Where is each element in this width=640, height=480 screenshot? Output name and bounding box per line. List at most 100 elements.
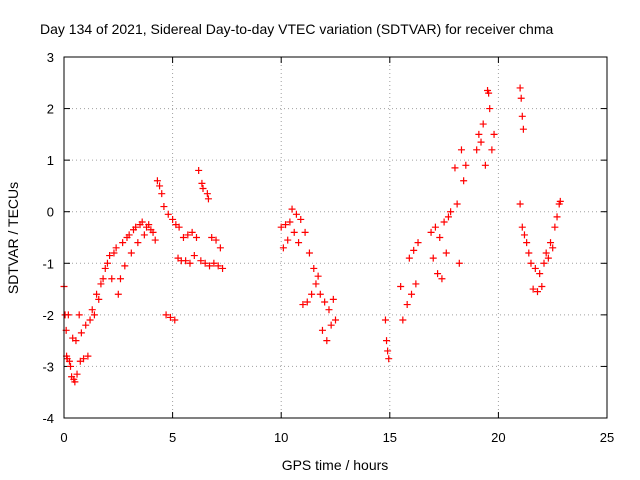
data-point (427, 228, 435, 236)
data-point (292, 210, 300, 218)
chart-title: Day 134 of 2021, Sidereal Day-to-day VTE… (40, 21, 553, 37)
data-point (80, 355, 88, 363)
data-point (212, 236, 220, 244)
data-point (517, 94, 525, 102)
data-point (453, 200, 461, 208)
data-point (290, 228, 298, 236)
data-point (436, 234, 444, 241)
data-point (305, 249, 313, 257)
data-point (551, 223, 559, 231)
data-point (399, 316, 407, 324)
data-point (455, 259, 463, 267)
data-point (288, 205, 296, 213)
data-point (206, 262, 214, 270)
data-point (95, 295, 103, 303)
y-tick-label: 2 (47, 102, 54, 117)
y-tick-labels: -4 -3 -2 -1 0 1 2 3 (42, 50, 54, 426)
data-point (108, 275, 116, 283)
data-point (279, 244, 287, 252)
data-point (312, 280, 320, 288)
data-point (219, 264, 227, 272)
data-point (84, 352, 92, 360)
data-point (192, 234, 200, 241)
data-point (195, 166, 203, 174)
data-point (316, 290, 324, 298)
data-point (198, 179, 206, 187)
data-point (529, 285, 537, 293)
data-point (204, 195, 212, 203)
data-point (65, 357, 73, 365)
data-point (547, 239, 555, 247)
data-point (299, 301, 307, 309)
data-point (308, 290, 316, 298)
data-point (438, 275, 446, 283)
data-point (179, 234, 187, 241)
grid-lines (64, 57, 607, 418)
data-point (556, 197, 564, 205)
data-point (442, 249, 450, 257)
data-point (490, 130, 498, 138)
data-point (110, 249, 118, 257)
data-point (182, 257, 190, 265)
data-point (518, 112, 526, 120)
data-point (481, 161, 489, 169)
data-point (310, 264, 318, 272)
data-point (434, 270, 442, 278)
data-point (90, 311, 98, 319)
data-point (403, 301, 411, 309)
data-point (383, 337, 391, 345)
data-point (169, 215, 177, 223)
data-point (67, 362, 75, 370)
data-point (132, 223, 140, 231)
data-point (158, 190, 166, 198)
data-point (325, 306, 333, 314)
data-point (119, 239, 127, 247)
data-point (457, 146, 465, 154)
data-point (190, 252, 198, 260)
data-point (73, 370, 81, 378)
data-point (531, 264, 539, 272)
data-point (164, 210, 172, 218)
plot-frame (63, 56, 608, 419)
data-point (114, 290, 122, 298)
data-point (460, 177, 468, 185)
data-point (431, 223, 439, 231)
data-point (414, 239, 422, 247)
data-point (295, 239, 303, 247)
data-point (462, 161, 470, 169)
data-point (186, 259, 194, 267)
data-point (397, 282, 405, 290)
data-point (277, 223, 285, 231)
data-point (332, 316, 339, 324)
data-point (381, 316, 389, 324)
y-tick-label: -4 (42, 411, 54, 426)
data-point (533, 288, 541, 296)
data-point (86, 316, 94, 324)
data-point (518, 223, 526, 231)
data-point (301, 228, 309, 236)
data-point (451, 164, 459, 172)
data-point (140, 231, 148, 239)
data-point (216, 244, 224, 252)
data-point (149, 228, 157, 236)
data-point (125, 231, 133, 239)
data-point (151, 236, 159, 244)
data-point (156, 182, 164, 190)
data-point (408, 290, 416, 298)
data-point (184, 231, 192, 239)
x-tick-label: 25 (600, 430, 614, 445)
data-point (384, 347, 392, 355)
data-point (93, 290, 101, 298)
y-tick-label: -1 (42, 256, 54, 271)
data-point (540, 259, 548, 267)
data-point (199, 185, 207, 193)
data-point (77, 329, 85, 337)
y-tick-label: 3 (47, 50, 54, 65)
data-point (318, 326, 326, 334)
data-point (488, 146, 496, 154)
data-point (208, 234, 216, 241)
data-point (486, 105, 494, 113)
data-point (542, 249, 550, 257)
data-point (121, 262, 129, 270)
